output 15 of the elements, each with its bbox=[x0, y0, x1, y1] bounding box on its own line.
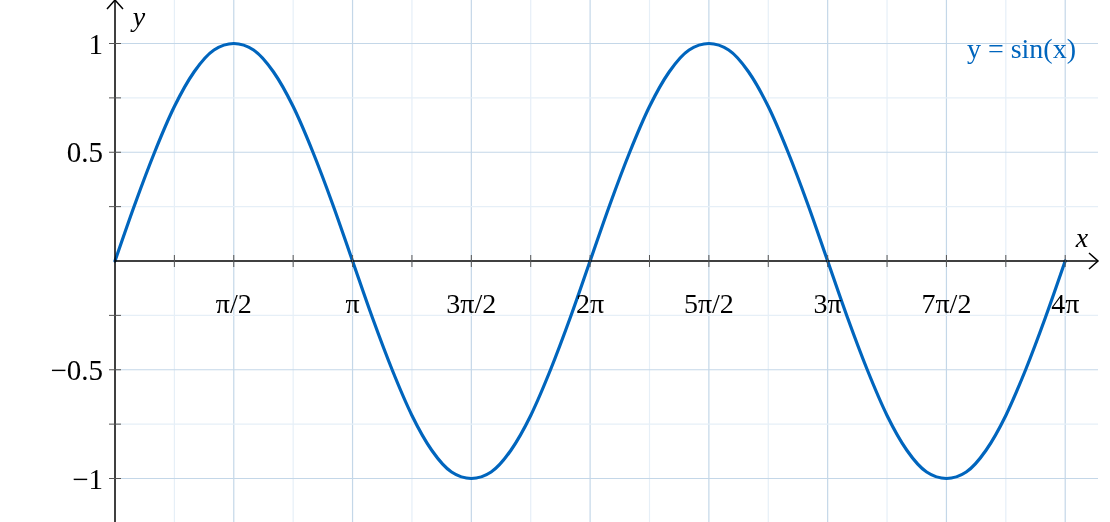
x-tick-label: 4π bbox=[1051, 288, 1080, 319]
x-tick-label: 3π bbox=[813, 288, 842, 319]
y-tick-label: 1 bbox=[88, 27, 103, 60]
x-tick-label: π bbox=[345, 288, 360, 319]
x-tick-label: 2π bbox=[576, 288, 605, 319]
x-tick-label: 5π/2 bbox=[683, 288, 734, 319]
text: y = sin(x) bbox=[966, 33, 1076, 64]
x-tick-label: 3π/2 bbox=[446, 288, 497, 319]
x-axis-title: x bbox=[1074, 222, 1089, 253]
y-tick-label: −1 bbox=[72, 462, 103, 495]
x-tick-label: 7π/2 bbox=[921, 288, 972, 319]
x-tick-label: π/2 bbox=[215, 288, 252, 319]
y-tick-label: −0.5 bbox=[50, 353, 103, 386]
y-tick-label: 0.5 bbox=[66, 136, 103, 169]
y-axis-title: y bbox=[129, 1, 146, 32]
